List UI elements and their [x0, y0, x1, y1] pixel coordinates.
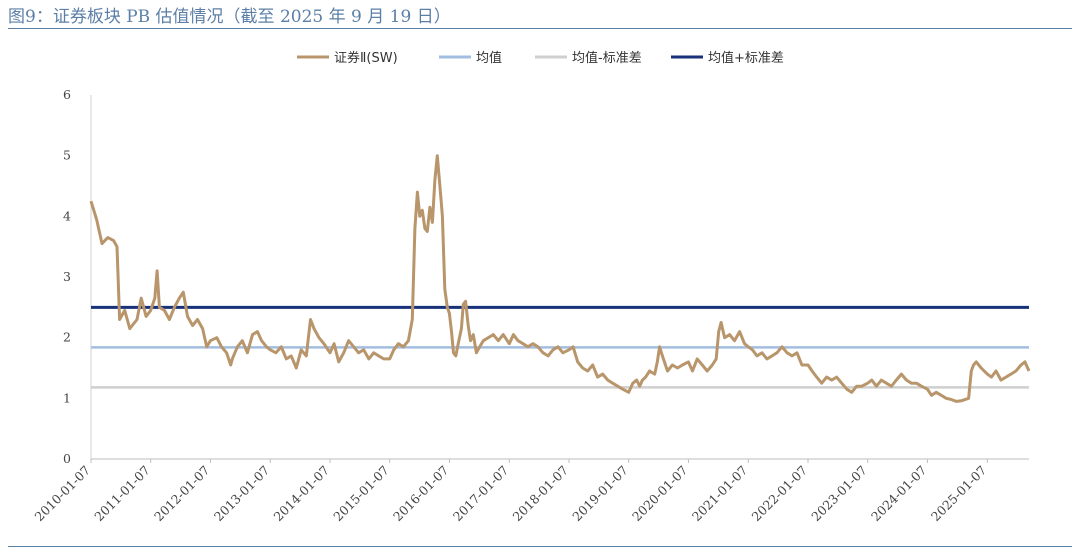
- x-tick-label-12: 2022-01-07: [749, 462, 811, 524]
- x-tick-label-7: 2017-01-07: [450, 462, 512, 524]
- y-tick-label-3: 3: [63, 269, 71, 284]
- x-tick-label-8: 2018-01-07: [510, 462, 572, 524]
- legend-label-3: 均值+标准差: [708, 50, 784, 66]
- x-tick-label-9: 2019-01-07: [569, 462, 631, 524]
- figure-title: 图9：证券板块 PB 估值情况（截至 2025 年 9 月 19 日）: [8, 7, 451, 27]
- x-tick-label-2: 2012-01-07: [151, 462, 213, 524]
- x-tick-label-6: 2016-01-07: [390, 462, 452, 524]
- x-axis: 2010-01-072011-01-072012-01-072013-01-07…: [32, 458, 1029, 524]
- x-tick-label-14: 2024-01-07: [868, 462, 930, 524]
- x-tick-label-1: 2011-01-07: [91, 462, 153, 524]
- bottom-rule: [8, 546, 1072, 547]
- y-tick-label-1: 1: [63, 390, 71, 405]
- x-tick-label-10: 2020-01-07: [629, 462, 691, 524]
- title-rule: [8, 28, 1072, 29]
- x-tick-label-11: 2021-01-07: [689, 462, 751, 524]
- y-axis: 0 1 2 3 4 5 6: [63, 87, 92, 466]
- x-tick-label-15: 2025-01-07: [928, 462, 990, 524]
- legend-label-2: 均值-标准差: [572, 50, 642, 66]
- legend-label-0: 证券Ⅱ(SW): [334, 50, 398, 66]
- series-lines: [89, 154, 1031, 403]
- y-tick-label-2: 2: [63, 330, 71, 345]
- legend-label-1: 均值: [476, 50, 502, 66]
- x-tick-label-5: 2015-01-07: [330, 462, 392, 524]
- x-tick-label-13: 2023-01-07: [808, 462, 870, 524]
- x-tick-label-3: 2013-01-07: [211, 462, 273, 524]
- x-tick-label-0: 2010-01-07: [32, 462, 94, 524]
- y-tick-label-0: 0: [63, 451, 71, 466]
- y-tick-label-5: 5: [63, 148, 71, 163]
- series-line-0: [89, 154, 1031, 403]
- legend: 证券Ⅱ(SW) 均值 均值-标准差 均值+标准差: [297, 50, 784, 66]
- y-tick-label-4: 4: [63, 208, 71, 223]
- x-tick-label-4: 2014-01-07: [271, 462, 333, 524]
- y-tick-label-6: 6: [63, 87, 71, 102]
